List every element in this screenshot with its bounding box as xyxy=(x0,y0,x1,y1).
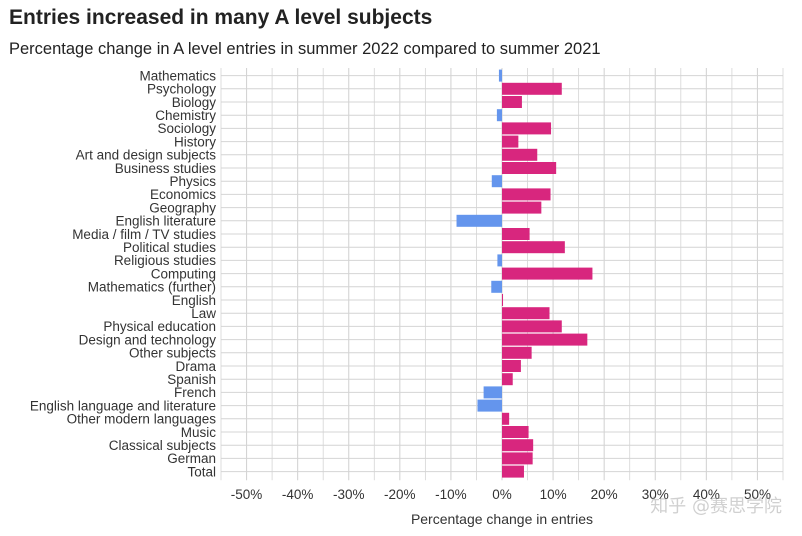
bar xyxy=(502,412,510,425)
category-label: Drama xyxy=(175,359,216,374)
category-label: Mathematics xyxy=(139,68,216,83)
x-tick-label: 10% xyxy=(540,487,567,502)
category-label: Religious studies xyxy=(114,253,216,268)
category-label: Other subjects xyxy=(129,346,216,361)
x-tick-label: -20% xyxy=(384,487,416,502)
x-tick-label: 40% xyxy=(693,487,720,502)
category-label: Law xyxy=(191,306,216,321)
category-label: History xyxy=(174,134,216,149)
bar xyxy=(502,373,513,386)
category-label: Physics xyxy=(169,174,216,189)
category-label: Psychology xyxy=(147,82,216,97)
bar xyxy=(502,228,530,240)
x-tick-label: -50% xyxy=(231,487,263,502)
x-axis-label: Percentage change in entries xyxy=(411,511,593,527)
category-label: Geography xyxy=(149,200,216,215)
bar xyxy=(502,452,533,465)
bar xyxy=(502,241,565,254)
bar xyxy=(502,162,557,174)
category-label: Media / film / TV studies xyxy=(72,227,216,242)
bar xyxy=(502,82,562,95)
bar xyxy=(491,280,502,293)
x-tick-label: -30% xyxy=(333,487,365,502)
category-label: Design and technology xyxy=(79,332,217,347)
bars xyxy=(456,69,593,478)
bar xyxy=(491,175,502,188)
category-label: English language and literature xyxy=(30,398,216,413)
category-label: Classical subjects xyxy=(109,438,217,453)
bar xyxy=(502,346,532,359)
bar xyxy=(483,386,502,399)
category-label: French xyxy=(174,385,216,400)
bar xyxy=(502,135,519,148)
x-tick-label: -40% xyxy=(282,487,314,502)
x-tick-label: 20% xyxy=(591,487,618,502)
x-tick-labels: -50% -40% -30% -20% -10% 0% 10% 20% 30% 40% 50% xyxy=(231,487,771,502)
category-label: English xyxy=(172,293,216,308)
bar xyxy=(502,439,534,452)
bar xyxy=(496,109,502,122)
category-label: Music xyxy=(181,425,217,440)
category-label: English literature xyxy=(115,214,216,229)
category-label: Art and design subjects xyxy=(76,148,217,163)
x-tick-label: 50% xyxy=(744,487,771,502)
bar xyxy=(502,267,593,280)
bar xyxy=(497,254,502,267)
x-tick-label: -10% xyxy=(435,487,467,502)
bar xyxy=(502,188,551,201)
watermark: 知乎 @赛思学院 xyxy=(650,496,782,517)
bar xyxy=(502,122,552,135)
category-label: Business studies xyxy=(115,161,217,176)
category-label: German xyxy=(167,451,216,466)
bar xyxy=(498,69,502,82)
bar xyxy=(502,294,504,306)
category-label: Chemistry xyxy=(155,108,216,123)
category-label: Other modern languages xyxy=(67,412,217,427)
category-label: Spanish xyxy=(167,372,216,387)
category-label: Computing xyxy=(151,266,216,281)
category-label: Mathematics (further) xyxy=(88,280,216,295)
category-label: Political studies xyxy=(123,240,216,255)
chart-subtitle: Percentage change in A level entries in … xyxy=(9,40,601,58)
chart-title: Entries increased in many A level subjec… xyxy=(9,6,433,29)
bar xyxy=(456,214,502,227)
bar xyxy=(502,465,524,478)
bar xyxy=(502,360,521,372)
category-labels: MathematicsPsychologyBiologyChemistrySoc… xyxy=(30,68,217,479)
category-label: Physical education xyxy=(103,319,216,334)
bar xyxy=(502,426,529,438)
x-tick-label: 0% xyxy=(492,487,512,502)
bar xyxy=(502,307,550,320)
category-label: Economics xyxy=(150,187,216,202)
bar xyxy=(502,333,588,346)
category-label: Sociology xyxy=(157,121,216,136)
x-tick-label: 30% xyxy=(642,487,669,502)
bar xyxy=(502,96,522,108)
bar xyxy=(502,201,542,214)
bar xyxy=(502,148,538,161)
bar xyxy=(477,399,502,412)
category-label: Total xyxy=(187,464,216,479)
category-label: Biology xyxy=(172,95,217,110)
bar xyxy=(502,320,562,333)
